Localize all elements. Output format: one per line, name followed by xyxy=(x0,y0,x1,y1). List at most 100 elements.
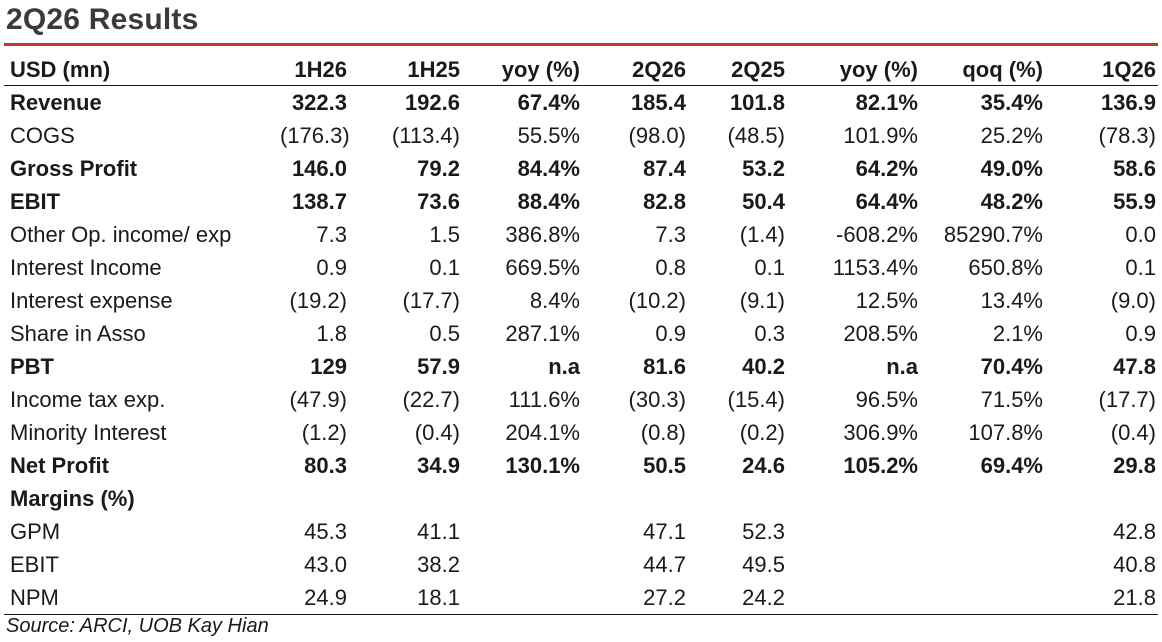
table-cell: 1.8 xyxy=(316,321,347,346)
table-cell: 50.5 xyxy=(643,453,686,478)
table-cell: -608.2% xyxy=(836,222,918,247)
table-cell: 81.6 xyxy=(643,354,686,379)
row-label: GPM xyxy=(10,519,61,544)
table-cell: 0.0 xyxy=(1125,222,1156,247)
table-cell: (17.7) xyxy=(1098,387,1156,412)
table-cell: 7.3 xyxy=(316,222,347,247)
row-label: Other Op. income/ exp xyxy=(10,222,232,247)
table-body: Revenue 322.3 192.6 67.4% 185.4 101.8 82.1% 35.… xyxy=(4,86,1158,615)
table-cell: (0.8) xyxy=(640,420,686,445)
table-cell: 88.4% xyxy=(517,189,580,214)
table-cell: 69.4% xyxy=(980,453,1043,478)
table-cell xyxy=(920,548,1045,581)
table-cell: (30.3) xyxy=(628,387,686,412)
table-cell: n.a xyxy=(886,354,918,379)
source-note: Source: ARCI, UOB Kay Hian xyxy=(6,615,269,637)
table-cell: 0.9 xyxy=(1125,321,1156,346)
table-cell: 96.5% xyxy=(855,387,918,412)
table-cell: 42.8 xyxy=(1113,519,1156,544)
table-cell: 146.0 xyxy=(291,156,347,181)
table-cell: 84.4% xyxy=(517,156,580,181)
table-cell: 21.8 xyxy=(1045,581,1158,615)
header-row: USD (mn) 1H26 1H25 yoy (%) 2Q26 2Q25 yoy (%) qo… xyxy=(4,54,1158,86)
column-header: 1H26 xyxy=(274,54,349,86)
table-cell: 35.4% xyxy=(980,90,1043,115)
table-cell: 80.3 xyxy=(304,453,347,478)
table-cell: (176.3) xyxy=(280,123,350,148)
table-cell xyxy=(920,581,1045,615)
table-cell: (0.4) xyxy=(1110,420,1156,445)
table-cell xyxy=(1045,482,1158,515)
row-label: Margins (%) xyxy=(10,486,135,511)
table-cell xyxy=(462,581,582,615)
table-cell: 208.5% xyxy=(843,321,918,346)
table-cell xyxy=(274,482,349,515)
table-cell: 7.3 xyxy=(655,222,686,247)
table-cell: 82.1% xyxy=(855,90,918,115)
table-row: Share in Asso 1.8 0.5 287.1% 0.9 0.3 208.5% 2.1… xyxy=(4,317,1158,350)
table-cell: (48.5) xyxy=(727,123,785,148)
table-cell: 13.4% xyxy=(980,288,1043,313)
row-label: Gross Profit xyxy=(10,156,138,181)
table-cell xyxy=(787,548,920,581)
table-cell: 50.4 xyxy=(742,189,785,214)
table-row: Revenue 322.3 192.6 67.4% 185.4 101.8 82.1% 35.… xyxy=(4,86,1158,120)
column-header: 1Q26 xyxy=(1045,54,1158,86)
table-cell xyxy=(787,482,920,515)
table-cell: 82.8 xyxy=(643,189,686,214)
table-cell xyxy=(787,515,920,548)
table-cell: 136.9 xyxy=(1100,90,1156,115)
table-cell: 12.5% xyxy=(855,288,918,313)
table-cell xyxy=(688,482,787,515)
header-label: USD (mn) xyxy=(4,54,274,86)
table-cell: (1.2) xyxy=(301,420,347,445)
table-cell: 71.5% xyxy=(980,387,1043,412)
table-cell xyxy=(920,482,1045,515)
table-cell: (78.3) xyxy=(1098,123,1156,148)
table-cell: 45.3 xyxy=(304,519,347,544)
table-row: Minority Interest (1.2) (0.4) 204.1% (0.8) (0… xyxy=(4,416,1158,449)
table-cell: 34.9 xyxy=(417,453,460,478)
table-cell: 287.1% xyxy=(505,321,580,346)
table-cell: 138.7 xyxy=(291,189,347,214)
table-cell: 1.5 xyxy=(429,222,460,247)
column-header: 1H25 xyxy=(349,54,462,86)
table-cell: 70.4% xyxy=(980,354,1043,379)
table-cell: 67.4% xyxy=(517,90,580,115)
table-cell: 185.4 xyxy=(630,90,686,115)
table-cell: 306.9% xyxy=(843,420,918,445)
table-row: Margins (%) xyxy=(4,482,1158,515)
table-cell: 55.5% xyxy=(517,123,580,148)
table-cell: (9.1) xyxy=(739,288,785,313)
table-cell: 0.1 xyxy=(1125,255,1156,280)
table-cell: 101.9% xyxy=(843,123,918,148)
table-cell: n.a xyxy=(548,354,580,379)
table-cell: 0.3 xyxy=(754,321,785,346)
page-title: 2Q26 Results xyxy=(6,3,199,36)
row-label: Net Profit xyxy=(10,453,109,478)
table-row: Income tax exp. (47.9) (22.7) 111.6% (30.3) (… xyxy=(4,383,1158,416)
table-cell: (0.2) xyxy=(739,420,785,445)
table-cell: 49.0% xyxy=(980,156,1043,181)
table-header: USD (mn) 1H26 1H25 yoy (%) 2Q26 2Q25 yoy (%) qo… xyxy=(4,54,1158,86)
table-cell: 111.6% xyxy=(508,387,580,412)
table-cell: 58.6 xyxy=(1113,156,1156,181)
table-cell: (1.4) xyxy=(739,222,785,247)
table-cell: 38.2 xyxy=(417,552,460,577)
table-cell: 27.2 xyxy=(582,581,688,615)
table-row: Gross Profit 146.0 79.2 84.4% 87.4 53.2 64.2% 4… xyxy=(4,152,1158,185)
column-header: qoq (%) xyxy=(920,54,1045,86)
table-cell: 73.6 xyxy=(417,189,460,214)
table-row: NPM 24.9 18.1 27.2 24.2 21.8 xyxy=(4,581,1158,615)
row-label: Minority Interest xyxy=(10,420,167,445)
table-cell: 64.4% xyxy=(855,189,918,214)
row-label: EBIT xyxy=(10,552,59,577)
title-underline xyxy=(4,43,1158,46)
table-cell: 129 xyxy=(310,354,347,379)
table-row: Other Op. income/ exp 7.3 1.5 386.8% 7.3 (1.4… xyxy=(4,218,1158,251)
row-label: Interest expense xyxy=(10,288,173,313)
table-cell: 41.1 xyxy=(417,519,460,544)
table-row: Interest Income 0.9 0.1 669.5% 0.8 0.1 1153.4%… xyxy=(4,251,1158,284)
table-cell: 0.1 xyxy=(429,255,460,280)
